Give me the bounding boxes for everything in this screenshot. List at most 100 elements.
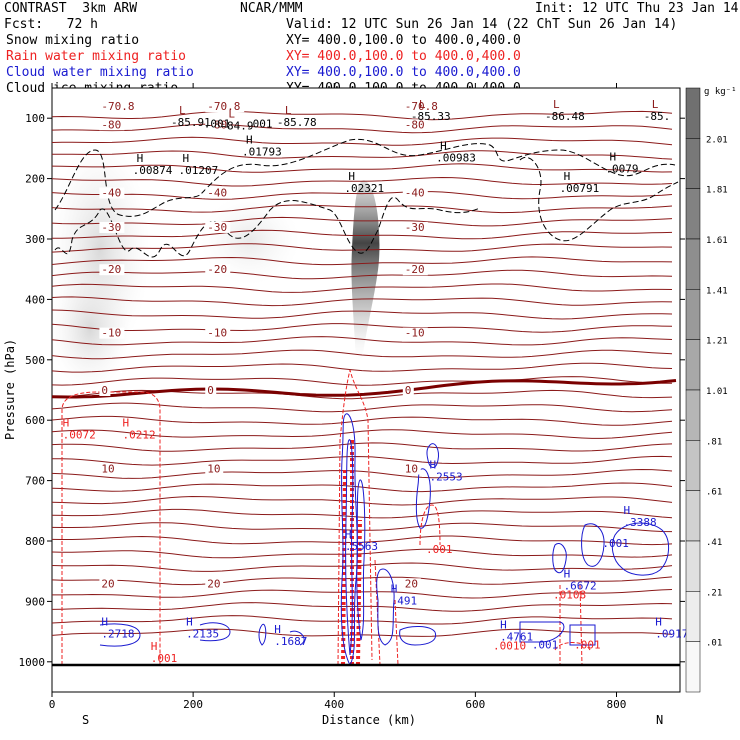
colorbar-label: 1.01 bbox=[706, 387, 728, 397]
colorbar-swatch bbox=[685, 490, 701, 542]
colorbar-label: .41 bbox=[706, 538, 722, 548]
isotherm-label: -80 bbox=[101, 118, 121, 131]
cloud-water-max-value: .0917 bbox=[655, 628, 688, 641]
colorbar-swatch bbox=[685, 87, 701, 139]
isotherm-label-bg bbox=[205, 463, 224, 475]
isotherm-label-bg bbox=[402, 264, 428, 276]
rain-contour-east bbox=[374, 504, 591, 666]
isotherm-label-bg bbox=[205, 578, 224, 590]
y-tick-label: 600 bbox=[25, 414, 45, 427]
forecast-hour: Fcst: 72 h bbox=[4, 17, 98, 32]
isotherm-label-bg bbox=[99, 119, 125, 131]
isotherm-line bbox=[52, 176, 673, 187]
isotherm-line bbox=[52, 562, 673, 572]
isotherm-line bbox=[52, 216, 673, 227]
isotherm-label: -10 bbox=[207, 327, 227, 340]
colorbar: 2.01 1.81 1.61 1.41 1.21 1.01 .81 .61 .41 .21 .01 bbox=[685, 87, 728, 693]
isotherm-label: -40 bbox=[101, 187, 121, 200]
y-tick-label: 300 bbox=[25, 233, 45, 246]
isotherm-line bbox=[52, 429, 673, 439]
tropopause-value: .001 bbox=[204, 117, 231, 130]
snow-shading-west-lower bbox=[52, 270, 130, 390]
cloud-water-max-marker: H bbox=[430, 459, 437, 472]
isotherm-line bbox=[52, 508, 673, 519]
isotherm-line bbox=[52, 615, 673, 625]
colorbar-label: 1.81 bbox=[706, 186, 728, 196]
isotherm-label: -80 bbox=[405, 118, 425, 131]
isotherm-label: -40 bbox=[207, 187, 227, 200]
cloud-water-max-value: .001 bbox=[532, 639, 559, 652]
y-tick-label: 200 bbox=[25, 173, 45, 186]
cloud-water-max-value: .2135 bbox=[186, 628, 219, 641]
endpoint-left: S bbox=[82, 713, 89, 727]
tropopause-low-marker: L bbox=[228, 107, 235, 120]
isotherm-label-bg bbox=[99, 327, 125, 339]
tropopause-low-value: -85.33 bbox=[411, 110, 451, 123]
isotherm-line bbox=[52, 269, 673, 280]
isotherm-line bbox=[52, 522, 673, 533]
colorbar-swatch bbox=[685, 591, 701, 642]
tropopause-low-marker: L bbox=[419, 98, 426, 111]
isotherm-line bbox=[52, 191, 673, 200]
isotherm-line bbox=[52, 256, 673, 266]
isotherm-label-bg bbox=[99, 463, 118, 475]
isotherm-label: -30 bbox=[207, 221, 227, 234]
isotherm-label-bg bbox=[402, 101, 442, 113]
isotherm-label-bg bbox=[402, 327, 428, 339]
colorbar-swatch bbox=[685, 138, 701, 189]
cloud-ice-max-value: .0079 bbox=[605, 163, 638, 176]
isotherm-line bbox=[52, 123, 673, 134]
isotherm-label-bg bbox=[205, 187, 231, 199]
isotherm-line bbox=[52, 323, 673, 333]
isotherm-label: 10 bbox=[101, 463, 114, 476]
colorbar-swatch bbox=[685, 188, 701, 240]
tropopause-low-value: -85. bbox=[644, 110, 671, 123]
cloud-ice-max-value: .01207 bbox=[179, 164, 219, 177]
x-tick-label: 600 bbox=[465, 698, 485, 711]
cloud-water-max-marker: H bbox=[655, 616, 662, 629]
cloud-water-contours bbox=[99, 413, 669, 667]
isotherm-label: 10 bbox=[405, 463, 418, 476]
isotherm-line bbox=[52, 482, 673, 493]
colorbar-swatch bbox=[685, 339, 701, 391]
colorbar-label: 2.01 bbox=[706, 135, 728, 145]
field-xy-snow: XY= 400.0,100.0 to 400.0,400.0 bbox=[286, 33, 521, 48]
isotherm-label-bg bbox=[402, 578, 421, 590]
cloud-ice-max-value: .01793 bbox=[242, 146, 282, 159]
isotherm-line bbox=[52, 548, 673, 559]
isotherm-line bbox=[52, 455, 673, 466]
freezing-level-line bbox=[52, 379, 677, 399]
cloud-water-max-marker: H bbox=[101, 616, 108, 629]
tropopause-low-marker: L bbox=[285, 104, 292, 117]
colorbar-swatch bbox=[685, 289, 701, 340]
isotherm-label-bg bbox=[99, 264, 125, 276]
isotherm-line bbox=[52, 362, 673, 373]
rain-contour-west bbox=[61, 391, 161, 665]
tropopause-low-marker: L bbox=[652, 98, 659, 111]
isotherm-line bbox=[52, 204, 673, 214]
tropopause-low-value: -85.78 bbox=[277, 116, 317, 129]
tropopause-low-marker: L bbox=[179, 104, 186, 117]
rain-max-marker: H bbox=[151, 640, 158, 653]
isotherm-label: -30 bbox=[101, 221, 121, 234]
x-tick-label: 400 bbox=[324, 698, 344, 711]
cloud-ice-max-marker: H bbox=[183, 152, 190, 165]
rain-max-value: .0108 bbox=[553, 588, 586, 601]
cloud-water-max-marker: H bbox=[500, 619, 507, 632]
colorbar-swatch bbox=[685, 440, 701, 491]
colorbar-label: .61 bbox=[706, 488, 722, 498]
isotherm-label: -20 bbox=[207, 263, 227, 276]
isotherm-line bbox=[52, 442, 673, 452]
isotherm-label: 20 bbox=[405, 577, 418, 590]
annotation-layer: -70.8 -70.8 -70.8 -80 -80 -80 -40 -40 -40 -30 -30 -… bbox=[63, 98, 689, 665]
isotherm-label-bg bbox=[205, 264, 231, 276]
y-tick-label: 500 bbox=[25, 354, 45, 367]
y-tick-label: 1000 bbox=[19, 656, 46, 669]
x-axis: 0 200 400 600 800 bbox=[49, 83, 626, 711]
rain-max-value: .0212 bbox=[123, 428, 156, 441]
isotherm-line bbox=[52, 243, 673, 253]
isotherm-line bbox=[52, 415, 673, 426]
isotherm-label-bg bbox=[205, 221, 231, 233]
